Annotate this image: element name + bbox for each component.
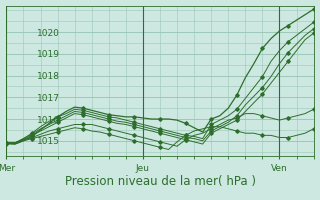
X-axis label: Pression niveau de la mer( hPa ): Pression niveau de la mer( hPa ) xyxy=(65,175,255,188)
